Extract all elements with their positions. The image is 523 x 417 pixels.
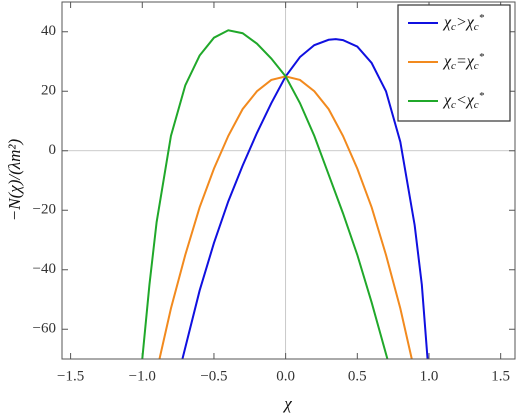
y-tick-label: 0 — [49, 142, 57, 158]
x-tick-label: 1.0 — [420, 368, 439, 384]
x-tick-label: 1.5 — [491, 368, 510, 384]
y-tick-label: −60 — [33, 321, 56, 337]
line — [181, 38, 429, 359]
x-tick-label: 0.5 — [348, 368, 367, 384]
legend-label: χc>χc* — [442, 12, 485, 33]
y-tick-label: 40 — [41, 23, 56, 39]
x-tick-label: −1.5 — [57, 368, 84, 384]
y-tick-label: −20 — [33, 202, 56, 218]
legend-label: χc<χc* — [442, 90, 485, 111]
legend-label: χc=χc* — [442, 51, 485, 72]
x-tick-label: −1.0 — [129, 368, 156, 384]
y-axis-label: −N(χ)/(λm²) — [5, 138, 24, 221]
frame — [61, 1, 516, 360]
x-tick-label: 0.0 — [276, 368, 295, 384]
y-tick-label: −40 — [33, 261, 56, 277]
x-tick-label: −0.5 — [200, 368, 227, 384]
x-axis-label: χ — [282, 394, 292, 413]
y-tick-label: 20 — [41, 83, 56, 99]
line — [141, 29, 389, 359]
